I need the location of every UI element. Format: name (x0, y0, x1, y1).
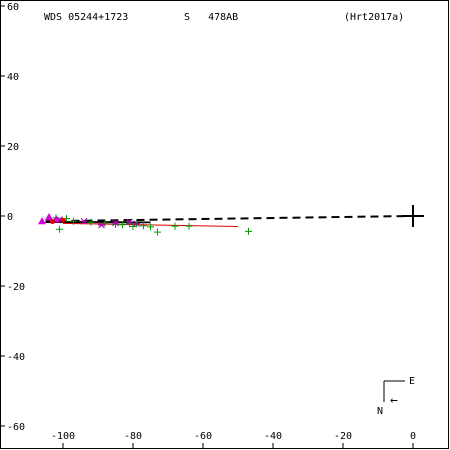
y-tick-label: 40 (7, 72, 19, 83)
compass-north-label: N (377, 406, 383, 417)
y-tick-label: 60 (7, 2, 19, 13)
y-tick-label: -20 (7, 282, 25, 293)
primary-star-marker (402, 205, 424, 227)
x-tick-label: -40 (264, 431, 282, 442)
green-plus-point (87, 218, 95, 226)
green-plus-point (112, 220, 119, 228)
compass-east-label: E (409, 376, 415, 387)
y-tick-label: -60 (7, 422, 25, 433)
green-plus-point (154, 228, 161, 236)
y-tick-label: 0 (7, 212, 13, 223)
x-tick-label: 0 (410, 431, 416, 442)
red-dot-point (50, 219, 55, 225)
compass: E N ← (377, 376, 415, 417)
x-tick-label: -80 (124, 431, 142, 442)
green-plus-point (171, 222, 179, 230)
data-marks (38, 205, 424, 236)
orbit-dashed-line (45, 215, 414, 223)
motion-arrow-icon: ← (390, 393, 398, 408)
green-plus-point (147, 223, 154, 231)
green-plus-point (185, 222, 193, 230)
green-plus-point (70, 217, 77, 225)
y-tick-label: 20 (7, 142, 19, 153)
discoverer-code: S 478AB (184, 12, 238, 23)
x-tick-label: -20 (334, 431, 352, 442)
purple-star-point (98, 221, 105, 229)
magenta-triangle-point (38, 217, 46, 225)
reference-code: (Hrt2017a) (344, 12, 404, 23)
y-tick-label: -40 (7, 352, 25, 363)
green-plus-point (245, 227, 252, 235)
red-dot-point (60, 217, 66, 223)
green-plus-point (119, 221, 126, 229)
system-id: WDS 05244+1723 (44, 12, 128, 23)
purple-star-point (126, 218, 133, 226)
green-plus-point (56, 225, 63, 233)
x-tick-label: -60 (194, 431, 212, 442)
purple-star-point (133, 220, 140, 228)
purple-star-point (112, 219, 119, 227)
green-plus-point (140, 222, 147, 230)
x-tick-label: -100 (51, 431, 75, 442)
axes: 60 40 20 0 -20 -40 -60 -100 -80 -60 -40 -20 0 (0, 2, 416, 448)
purple-star-point (80, 217, 88, 225)
magenta-triangle-point (45, 213, 53, 221)
